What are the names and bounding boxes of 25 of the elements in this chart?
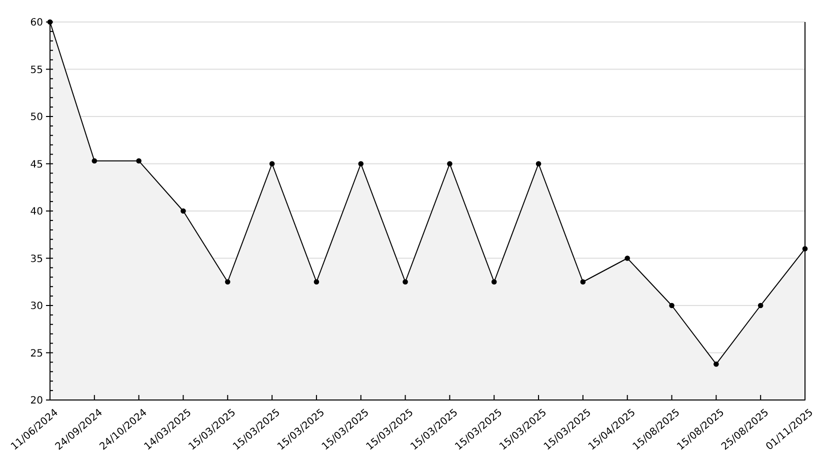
- point: [402, 279, 408, 285]
- point: [580, 279, 586, 285]
- y-tick-label: 45: [30, 159, 43, 170]
- point: [269, 161, 275, 166]
- point: [225, 279, 230, 285]
- y-tick-label: 20: [30, 396, 43, 406]
- point: [536, 161, 542, 166]
- point: [136, 158, 142, 164]
- y-tick-label: 30: [30, 301, 43, 312]
- point: [180, 208, 186, 214]
- y-tick-label: 60: [30, 18, 43, 28]
- point: [669, 302, 674, 308]
- y-tick-label: 25: [30, 348, 43, 360]
- point: [758, 302, 764, 308]
- point: [447, 161, 452, 166]
- y-tick-label: 40: [30, 206, 43, 218]
- point: [358, 161, 364, 166]
- y-tick-label: 35: [30, 254, 43, 265]
- y-tick-label: 50: [30, 112, 43, 123]
- point: [714, 361, 719, 367]
- point: [491, 279, 497, 285]
- y-tick-label: 55: [30, 64, 43, 76]
- point: [92, 158, 98, 164]
- point: [314, 279, 320, 285]
- point: [624, 256, 630, 261]
